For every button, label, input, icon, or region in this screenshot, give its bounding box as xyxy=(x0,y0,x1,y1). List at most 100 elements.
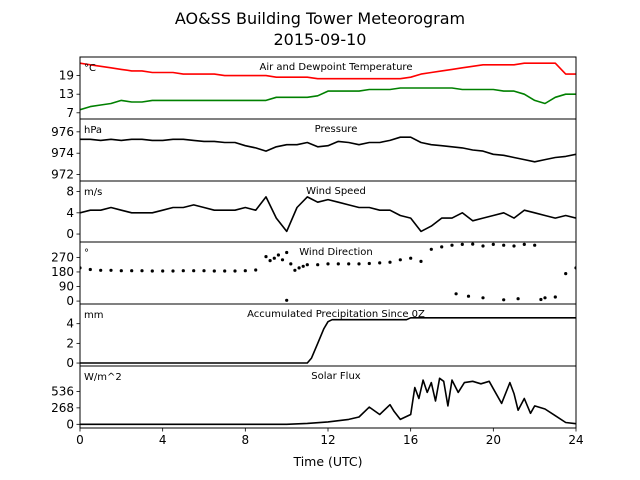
data-point xyxy=(539,297,543,302)
y-tick-label: 180 xyxy=(51,265,74,279)
data-point xyxy=(233,269,237,273)
data-point xyxy=(171,269,175,273)
data-point xyxy=(161,269,165,273)
data-point xyxy=(88,267,92,272)
panel-1: 7 13 19 °C Air and Dewpoint Temperature xyxy=(59,56,577,120)
series-line-1 xyxy=(80,62,576,80)
series-line-1 xyxy=(80,316,576,364)
y-tick-label: 8 xyxy=(66,185,74,199)
x-axis: 0 4 8 12 16 20 24 xyxy=(76,433,583,447)
panel-title: Pressure xyxy=(315,124,358,135)
panel-6: 0 268 536 W/m^2 Solar Flux xyxy=(51,365,577,432)
panel-data xyxy=(80,196,576,233)
figure-title-line1: AO&SS Building Tower Meteorogram xyxy=(175,9,465,28)
panel-title: Air and Dewpoint Temperature xyxy=(260,62,413,73)
data-point xyxy=(268,259,272,263)
x-axis-label: Time (UTC) xyxy=(292,454,362,469)
series-line-1 xyxy=(80,377,576,426)
data-point xyxy=(533,243,537,247)
panel-title: Solar Flux xyxy=(311,371,361,382)
y-tick-label: 7 xyxy=(66,106,74,120)
data-point xyxy=(357,262,361,266)
y-tick-label: 974 xyxy=(51,146,74,160)
data-point xyxy=(388,260,392,264)
y-tick-label: 4 xyxy=(66,317,74,331)
x-tick-label: 12 xyxy=(320,433,335,447)
x-tick-label: 20 xyxy=(486,433,501,447)
data-point xyxy=(264,255,268,259)
data-point xyxy=(429,247,433,251)
data-point xyxy=(454,292,458,296)
y-tick-label: 19 xyxy=(59,69,74,83)
figure-title-line2: 2015-09-10 xyxy=(274,30,367,49)
panel-unit-label: m/s xyxy=(84,187,102,198)
data-point xyxy=(471,242,475,246)
data-point xyxy=(481,296,485,300)
data-point xyxy=(512,244,516,248)
y-tick-label: 976 xyxy=(51,125,74,139)
data-point xyxy=(109,268,113,272)
data-point xyxy=(297,266,301,270)
data-point xyxy=(316,263,320,267)
y-tick-label: 0 xyxy=(66,227,74,241)
x-tick-label: 16 xyxy=(403,433,418,447)
y-tick-label: 2 xyxy=(66,336,74,350)
data-point xyxy=(293,268,297,272)
y-tick-label: 90 xyxy=(59,280,74,294)
panel-unit-label: °C xyxy=(84,63,96,74)
data-point xyxy=(326,262,330,266)
data-point xyxy=(130,269,134,273)
y-tick-label: 0 xyxy=(66,417,74,431)
data-point xyxy=(522,242,526,246)
data-point xyxy=(192,269,196,273)
panel-3: 0 4 8 m/s Wind Speed xyxy=(66,180,577,243)
y-tick-label: 13 xyxy=(59,87,74,101)
data-point xyxy=(419,259,423,263)
data-point xyxy=(276,253,280,257)
data-point xyxy=(347,262,351,266)
panel-title: Accumulated Precipitation Since 0Z xyxy=(247,309,425,320)
data-point xyxy=(460,242,464,246)
y-tick-label: 268 xyxy=(51,401,74,415)
data-point xyxy=(212,269,216,273)
series-line-1 xyxy=(80,196,576,233)
data-point xyxy=(466,294,471,298)
data-point xyxy=(450,243,454,247)
data-point xyxy=(398,258,402,262)
data-point xyxy=(305,263,309,267)
panel-2: 972 974 976 hPa Pressure xyxy=(51,118,577,182)
data-point xyxy=(491,242,495,246)
y-tick-label: 270 xyxy=(51,250,74,264)
data-point xyxy=(150,269,154,273)
panel-5: 0 2 4 mm Accumulated Precipitation Since 0Z xyxy=(66,303,577,370)
data-point xyxy=(502,243,506,247)
panel-data xyxy=(80,136,576,163)
x-tick-label: 24 xyxy=(568,433,583,447)
series-line-1 xyxy=(80,136,576,163)
panel-unit-label: mm xyxy=(84,310,103,321)
x-tick-label: 8 xyxy=(242,433,250,447)
y-tick-label: 0 xyxy=(66,356,74,370)
data-point xyxy=(367,261,371,266)
panel-unit-label: ° xyxy=(84,248,89,259)
data-point xyxy=(564,272,568,276)
data-point xyxy=(502,298,506,302)
data-point xyxy=(280,258,285,262)
data-point xyxy=(543,296,547,300)
panel-data xyxy=(80,377,576,426)
panel-title: Wind Direction xyxy=(299,247,373,258)
data-point xyxy=(285,298,289,302)
series-line-2 xyxy=(80,87,576,111)
data-point xyxy=(289,262,293,266)
data-point xyxy=(254,268,258,272)
y-tick-label: 536 xyxy=(51,384,74,398)
data-point xyxy=(223,269,227,273)
panel-data xyxy=(80,316,576,364)
panel-data xyxy=(80,62,576,111)
x-tick-label: 4 xyxy=(159,433,167,447)
y-tick-label: 4 xyxy=(66,206,74,220)
data-point xyxy=(181,269,185,273)
